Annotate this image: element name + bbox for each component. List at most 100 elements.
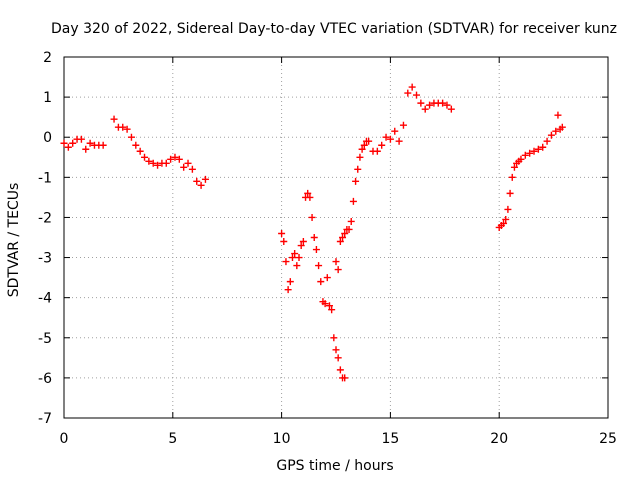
data-point [132,141,140,149]
plot-frame [63,56,609,419]
data-point [188,165,196,173]
y-tick-label: -6 [38,371,52,387]
data-point [280,238,288,246]
data-point [417,99,425,107]
x-tick-label: 20 [490,431,508,447]
data-point [297,242,305,250]
data-point [358,145,366,153]
data-point [136,147,144,155]
data-point [413,91,421,99]
data-point [315,262,323,270]
data-point [349,197,357,205]
data-point [502,215,510,223]
data-point [504,205,512,213]
x-tick-label: 25 [599,431,617,447]
data-point [286,278,294,286]
y-tick-label: -2 [38,210,52,226]
x-tick-label: 15 [381,431,399,447]
data-point [395,137,403,145]
data-point [82,145,90,153]
data-point [386,135,394,143]
data-point [293,262,301,270]
data-point [332,258,340,266]
data-point [184,159,192,167]
data-point [154,161,162,169]
x-tick-label: 0 [60,431,69,447]
data-point [391,127,399,135]
data-point [365,137,373,145]
data-point [336,238,344,246]
data-point [510,163,518,171]
data-point [443,101,451,109]
data-point [312,246,320,254]
data-point [291,250,299,258]
x-tick-label: 10 [273,431,291,447]
data-point [517,155,525,163]
data-point [310,234,318,241]
data-point [119,123,127,131]
data-point [378,141,386,149]
data-point [543,137,551,145]
tick-labels: 0 5 10 15 20 25 -7 -6 -5 -4 -3 -2 -1 0 1 2 [38,50,617,447]
data-point [282,258,290,266]
data-point [330,334,338,342]
data-point [352,177,360,185]
y-tick-label: -4 [38,291,52,307]
data-point [341,229,349,237]
data-point [171,153,179,161]
data-point [328,306,336,314]
data-point [123,125,131,133]
data-point [354,165,362,173]
data-point [306,193,314,201]
data-point [500,219,508,227]
data-point [332,346,340,354]
y-axis-label: SDTVAR / TECUs [6,183,22,298]
data-point [175,155,183,163]
data-point [334,266,342,274]
data-point [408,83,416,91]
data-point [141,153,149,161]
data-point [86,139,94,147]
data-point [539,143,547,151]
grid-lines [64,57,608,418]
y-tick-label: 2 [43,50,52,66]
y-tick-label: -3 [38,251,52,267]
data-point [145,157,153,165]
axis-ticks [63,56,609,419]
data-point [321,300,329,308]
y-tick-label: 1 [43,90,52,106]
data-point [373,147,381,155]
data-point [334,354,342,362]
data-point [149,159,157,167]
data-point [284,286,292,294]
data-point [295,254,303,262]
y-tick-label: -5 [38,331,52,347]
data-point [547,131,555,139]
chart-title: Day 320 of 2022, Sidereal Day-to-day VTE… [51,21,617,37]
data-point [404,89,412,97]
data-point [60,139,68,147]
data-point [197,181,205,189]
data-point [167,155,175,163]
data-point [288,254,296,262]
data-point [180,163,188,171]
data-point [99,141,107,149]
data-point [506,189,514,197]
data-point [521,151,529,159]
data-point [193,177,201,185]
y-tick-label: 0 [43,130,52,146]
x-axis-label: GPS time / hours [276,458,393,474]
data-point [534,145,542,153]
data-point [69,139,77,147]
y-tick-label: -7 [38,411,52,427]
data-point [64,143,72,151]
data-point [323,274,331,282]
data-point [426,101,434,109]
data-point [356,153,364,161]
data-point [439,99,447,107]
x-tick-label: 5 [168,431,177,447]
data-point [201,175,209,183]
data-point [336,366,344,374]
data-point [308,213,316,221]
